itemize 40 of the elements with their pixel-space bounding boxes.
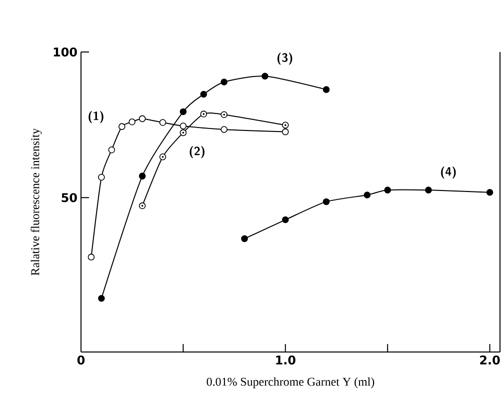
- point: [118, 123, 126, 130]
- point: [159, 153, 166, 160]
- point: [200, 110, 208, 118]
- y-tick-label: 50: [62, 193, 77, 202]
- series-label: (1): [88, 111, 104, 124]
- x-tick-label: 0: [77, 356, 85, 365]
- point: [138, 172, 146, 180]
- point: [138, 202, 146, 210]
- y-tick-label: 100: [54, 47, 77, 57]
- point: [282, 216, 289, 224]
- point: [220, 126, 228, 133]
- point: [384, 186, 391, 194]
- point: [128, 118, 136, 126]
- point: [200, 90, 208, 98]
- point: [241, 235, 248, 242]
- series-label: (4): [441, 166, 456, 179]
- x-tick-label: 2.0: [480, 356, 500, 365]
- point: [180, 108, 187, 116]
- series-label: (3): [277, 52, 292, 65]
- point: [220, 111, 228, 118]
- point: [364, 192, 371, 198]
- series-label: (2): [190, 146, 204, 158]
- x-tick-label: 1.0: [276, 356, 296, 365]
- point: [159, 119, 166, 126]
- point: [180, 129, 187, 136]
- point: [425, 186, 432, 194]
- point: [98, 174, 105, 181]
- point: [220, 78, 228, 86]
- point: [180, 122, 187, 130]
- point: [98, 295, 105, 302]
- point: [322, 86, 330, 93]
- point: [322, 198, 330, 206]
- x-axis-title: 0.01% Superchrome Garnet Y (ml): [206, 377, 374, 388]
- point: [108, 146, 116, 154]
- point: [262, 72, 268, 80]
- point: [486, 189, 494, 196]
- point: [282, 128, 289, 136]
- point: [138, 115, 146, 122]
- point: [88, 254, 95, 260]
- y-axis-title: Ralative fluorescence intensity: [30, 128, 42, 276]
